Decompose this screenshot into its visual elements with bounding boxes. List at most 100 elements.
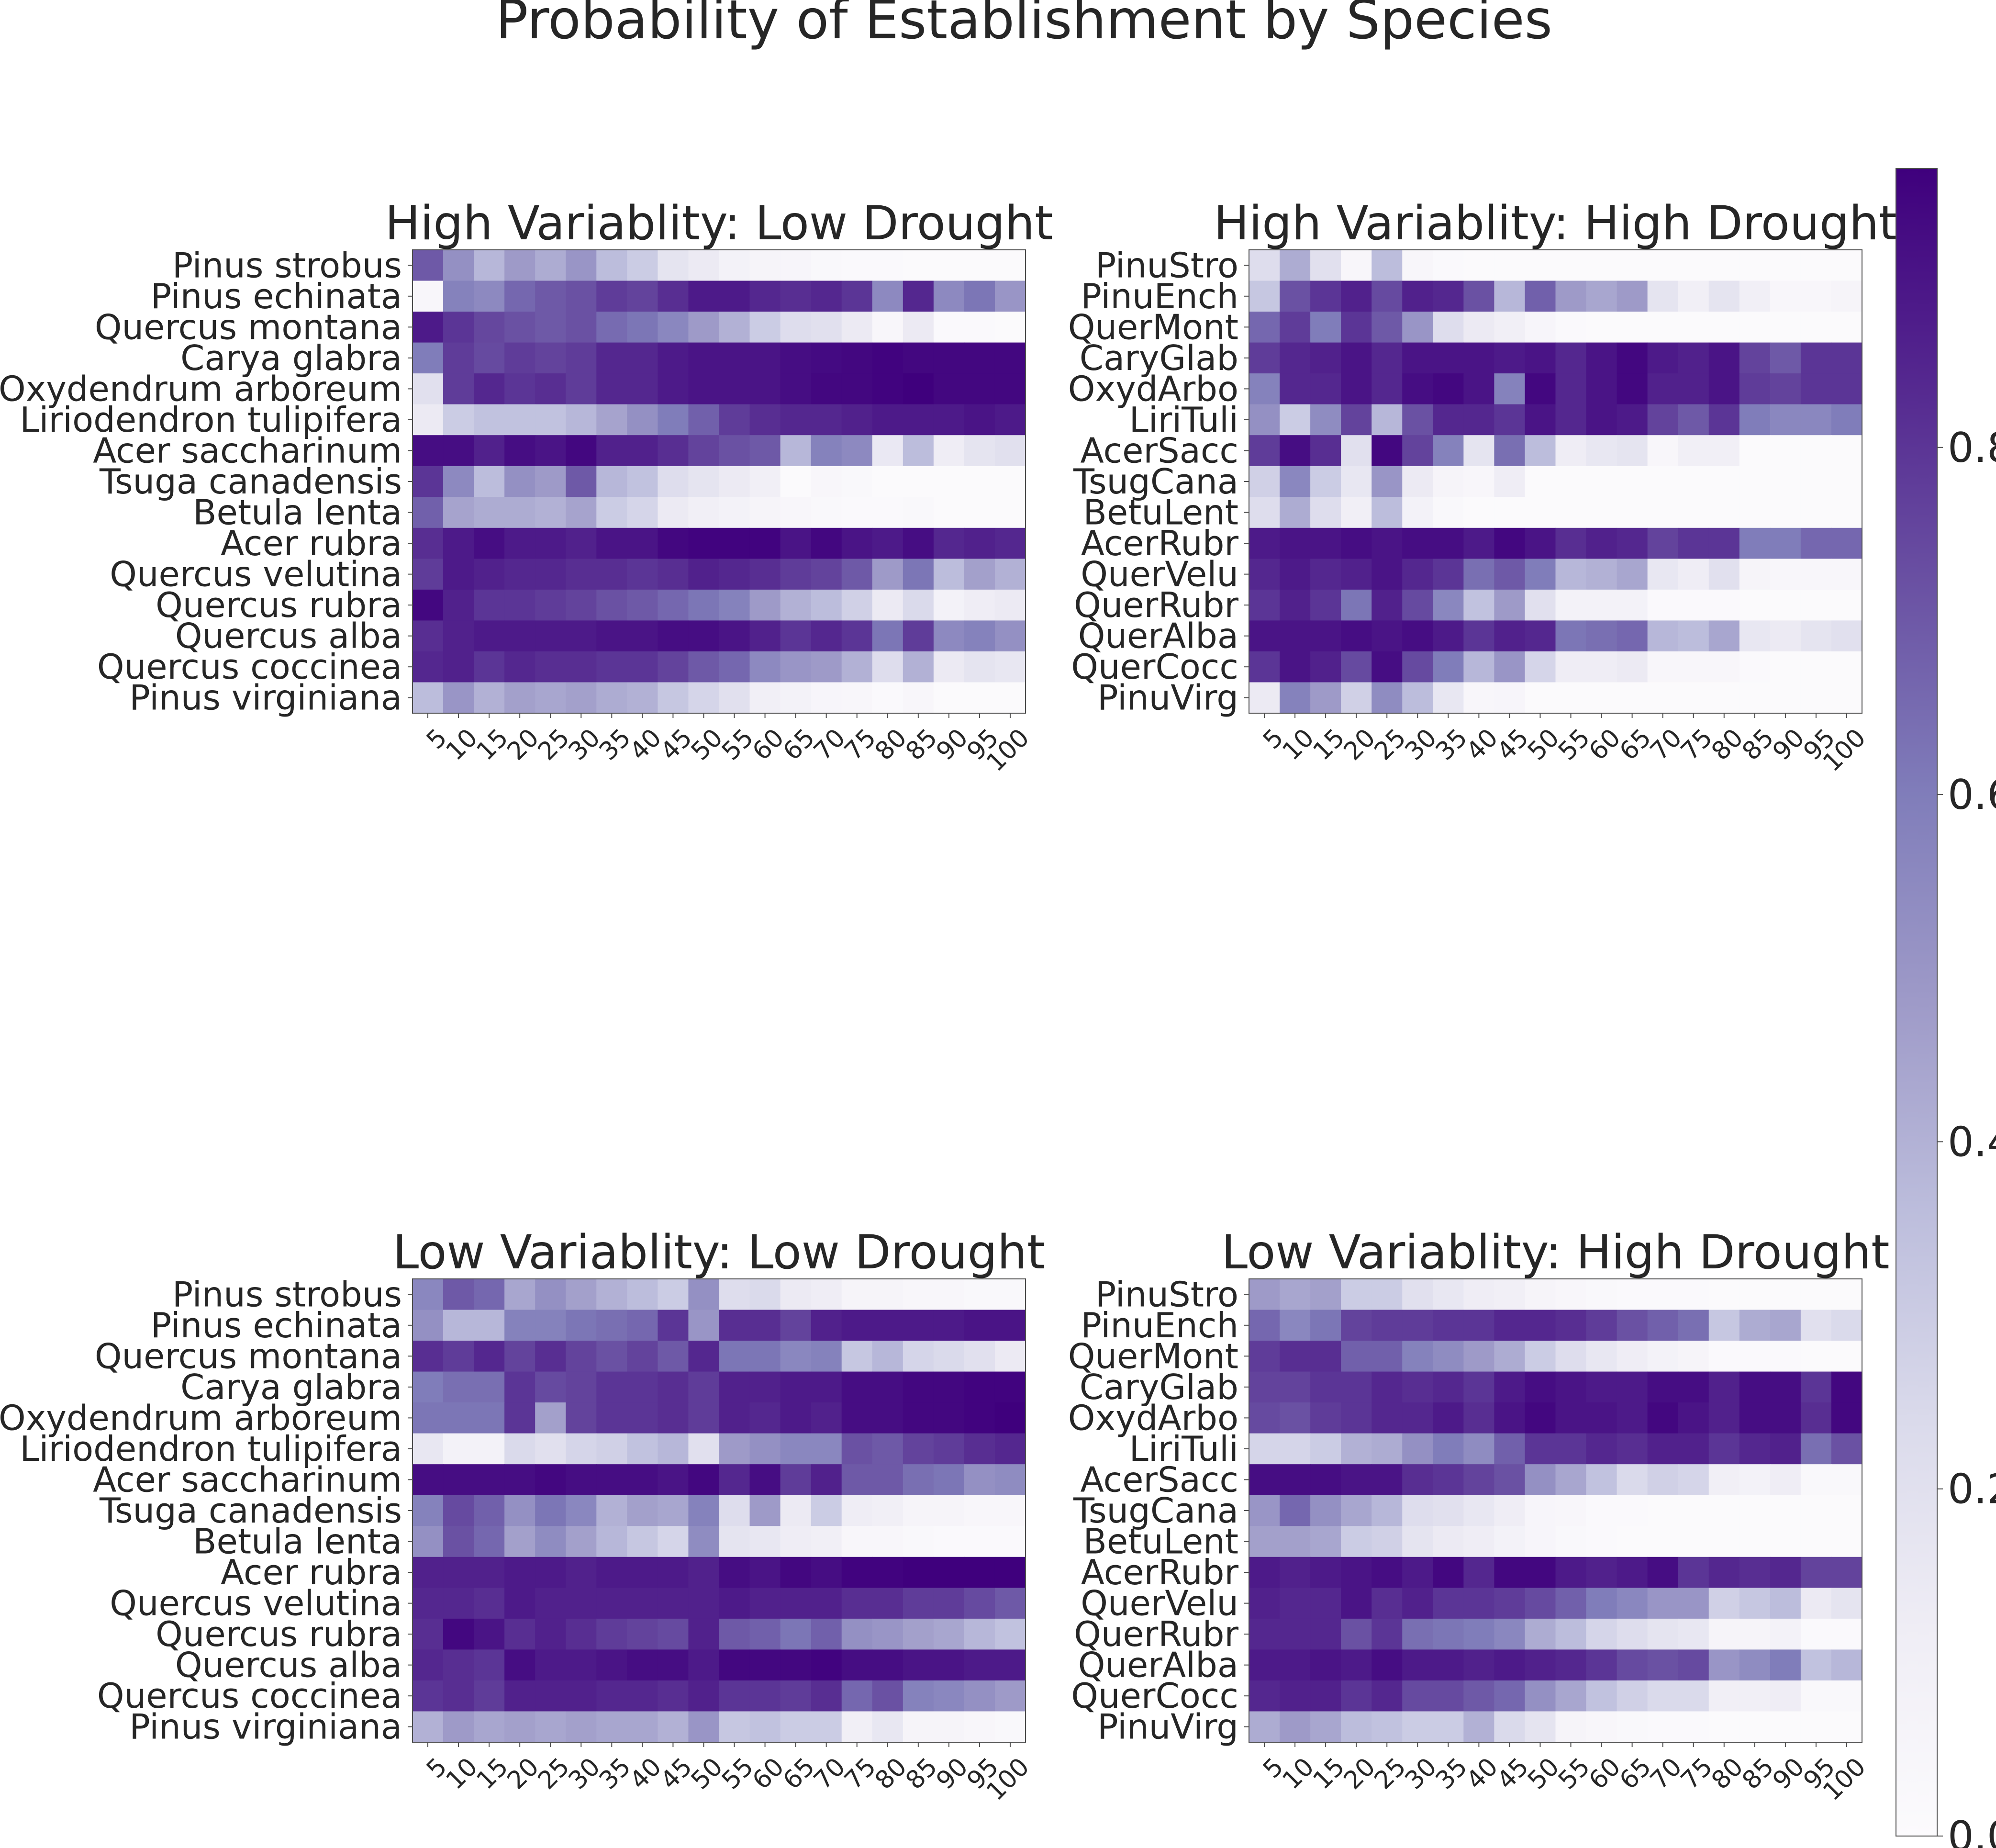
heatmap-cell bbox=[780, 651, 812, 683]
heatmap-cell bbox=[1555, 1557, 1587, 1588]
heatmap-cell bbox=[1647, 1341, 1679, 1372]
heatmap-cell bbox=[413, 651, 444, 683]
heatmap-cell bbox=[1586, 466, 1617, 497]
heatmap-cell bbox=[1280, 312, 1311, 343]
y-tick-label: QuerAlba bbox=[1078, 1645, 1238, 1685]
heatmap-cell bbox=[1770, 1711, 1801, 1743]
heatmap-cell bbox=[780, 559, 812, 590]
heatmap-cell bbox=[964, 1371, 995, 1403]
heatmap-cell bbox=[1372, 466, 1403, 497]
heatmap-cell bbox=[1402, 1402, 1433, 1434]
heatmap-cell bbox=[658, 1588, 689, 1619]
heatmap-cell bbox=[994, 1464, 1026, 1496]
heatmap-cell bbox=[1402, 1279, 1433, 1310]
heatmap-cell bbox=[1647, 1649, 1679, 1681]
heatmap-cell bbox=[1678, 1371, 1709, 1403]
heatmap-cell bbox=[1770, 1279, 1801, 1310]
heatmap-cell bbox=[1647, 682, 1679, 714]
heatmap-cell bbox=[811, 1371, 842, 1403]
heatmap-cell bbox=[1433, 404, 1464, 436]
heatmap-cell bbox=[443, 280, 474, 312]
heatmap-cell bbox=[749, 435, 781, 467]
heatmap-cell bbox=[535, 280, 566, 312]
heatmap-cell bbox=[1341, 466, 1372, 497]
heatmap-cell bbox=[903, 1279, 934, 1310]
heatmap-cell bbox=[933, 250, 965, 281]
heatmap-cell bbox=[1494, 404, 1526, 436]
heatmap-cell bbox=[504, 1711, 535, 1743]
heatmap-cell bbox=[1770, 1371, 1801, 1403]
heatmap-cell bbox=[1494, 466, 1526, 497]
heatmap-cell bbox=[1494, 1711, 1526, 1743]
heatmap-cell bbox=[1341, 1680, 1372, 1712]
heatmap-cell bbox=[1249, 1618, 1280, 1650]
heatmap-cell bbox=[1678, 1711, 1709, 1743]
heatmap-cell bbox=[1463, 497, 1494, 528]
heatmap-cell bbox=[719, 1341, 750, 1372]
heatmap-cell bbox=[933, 1495, 965, 1526]
heatmap-cell bbox=[1372, 559, 1403, 590]
y-tick-label: QuerCocc bbox=[1071, 647, 1238, 687]
heatmap-cell bbox=[443, 435, 474, 467]
heatmap-cell bbox=[964, 589, 995, 621]
heatmap-cell bbox=[443, 1279, 474, 1310]
heatmap-cell bbox=[566, 404, 597, 436]
heatmap-cell bbox=[1402, 280, 1433, 312]
heatmap-cell bbox=[1739, 682, 1771, 714]
heatmap-cell bbox=[841, 682, 873, 714]
heatmap-cell bbox=[1555, 404, 1587, 436]
heatmap-cell bbox=[1525, 559, 1556, 590]
heatmap-cell bbox=[749, 1711, 781, 1743]
heatmap-cell bbox=[1586, 312, 1617, 343]
heatmap-cell bbox=[504, 1526, 535, 1557]
heatmap-cell bbox=[1525, 312, 1556, 343]
heatmap-cell bbox=[1372, 1526, 1403, 1557]
heatmap-cell bbox=[658, 1371, 689, 1403]
heatmap-cell bbox=[1525, 1618, 1556, 1650]
heatmap-cell bbox=[811, 1433, 842, 1465]
heatmap-cell bbox=[1555, 373, 1587, 405]
y-tick-label: Betula lenta bbox=[193, 493, 402, 533]
heatmap-cell bbox=[504, 1680, 535, 1712]
heatmap-cell bbox=[474, 1680, 505, 1712]
heatmap-cell bbox=[1586, 1371, 1617, 1403]
heatmap-cell bbox=[841, 1588, 873, 1619]
heatmap-cell bbox=[688, 1279, 720, 1310]
heatmap-cell bbox=[1831, 1680, 1862, 1712]
colorbar-gradient bbox=[1896, 168, 1938, 1837]
heatmap-cell bbox=[780, 1279, 812, 1310]
heatmap-cell bbox=[1402, 559, 1433, 590]
heatmap-cell bbox=[1831, 527, 1862, 559]
heatmap-cell bbox=[658, 1402, 689, 1434]
heatmap-cell bbox=[994, 589, 1026, 621]
heatmap-cell bbox=[1494, 1495, 1526, 1526]
heatmap-cell bbox=[903, 466, 934, 497]
heatmap-cell bbox=[413, 466, 444, 497]
colorbar-tick-label: 0.6 bbox=[1948, 771, 1996, 819]
heatmap-cell bbox=[1555, 620, 1587, 652]
heatmap-cell bbox=[1525, 651, 1556, 683]
heatmap-cell bbox=[872, 620, 903, 652]
heatmap-cell bbox=[627, 373, 658, 405]
heatmap-cell bbox=[1586, 404, 1617, 436]
heatmap-cell bbox=[964, 435, 995, 467]
heatmap-cell bbox=[627, 1588, 658, 1619]
heatmap-cell bbox=[1555, 1680, 1587, 1712]
heatmap-cell bbox=[1647, 1680, 1679, 1712]
heatmap-cell bbox=[903, 1433, 934, 1465]
heatmap-cell bbox=[780, 1711, 812, 1743]
heatmap-cell bbox=[1402, 1341, 1433, 1372]
heatmap-cell bbox=[688, 1433, 720, 1465]
heatmap-cell bbox=[780, 1495, 812, 1526]
heatmap-cell bbox=[1525, 1588, 1556, 1619]
heatmap-cell bbox=[994, 559, 1026, 590]
heatmap-cell bbox=[933, 589, 965, 621]
heatmap-cell bbox=[1433, 1711, 1464, 1743]
heatmap-cell bbox=[688, 1402, 720, 1434]
heatmap-cell bbox=[872, 682, 903, 714]
heatmap-cell bbox=[1433, 280, 1464, 312]
heatmap-cell bbox=[749, 497, 781, 528]
heatmap-cell bbox=[627, 1464, 658, 1496]
heatmap-cell bbox=[1647, 1588, 1679, 1619]
heatmap-cell bbox=[658, 280, 689, 312]
